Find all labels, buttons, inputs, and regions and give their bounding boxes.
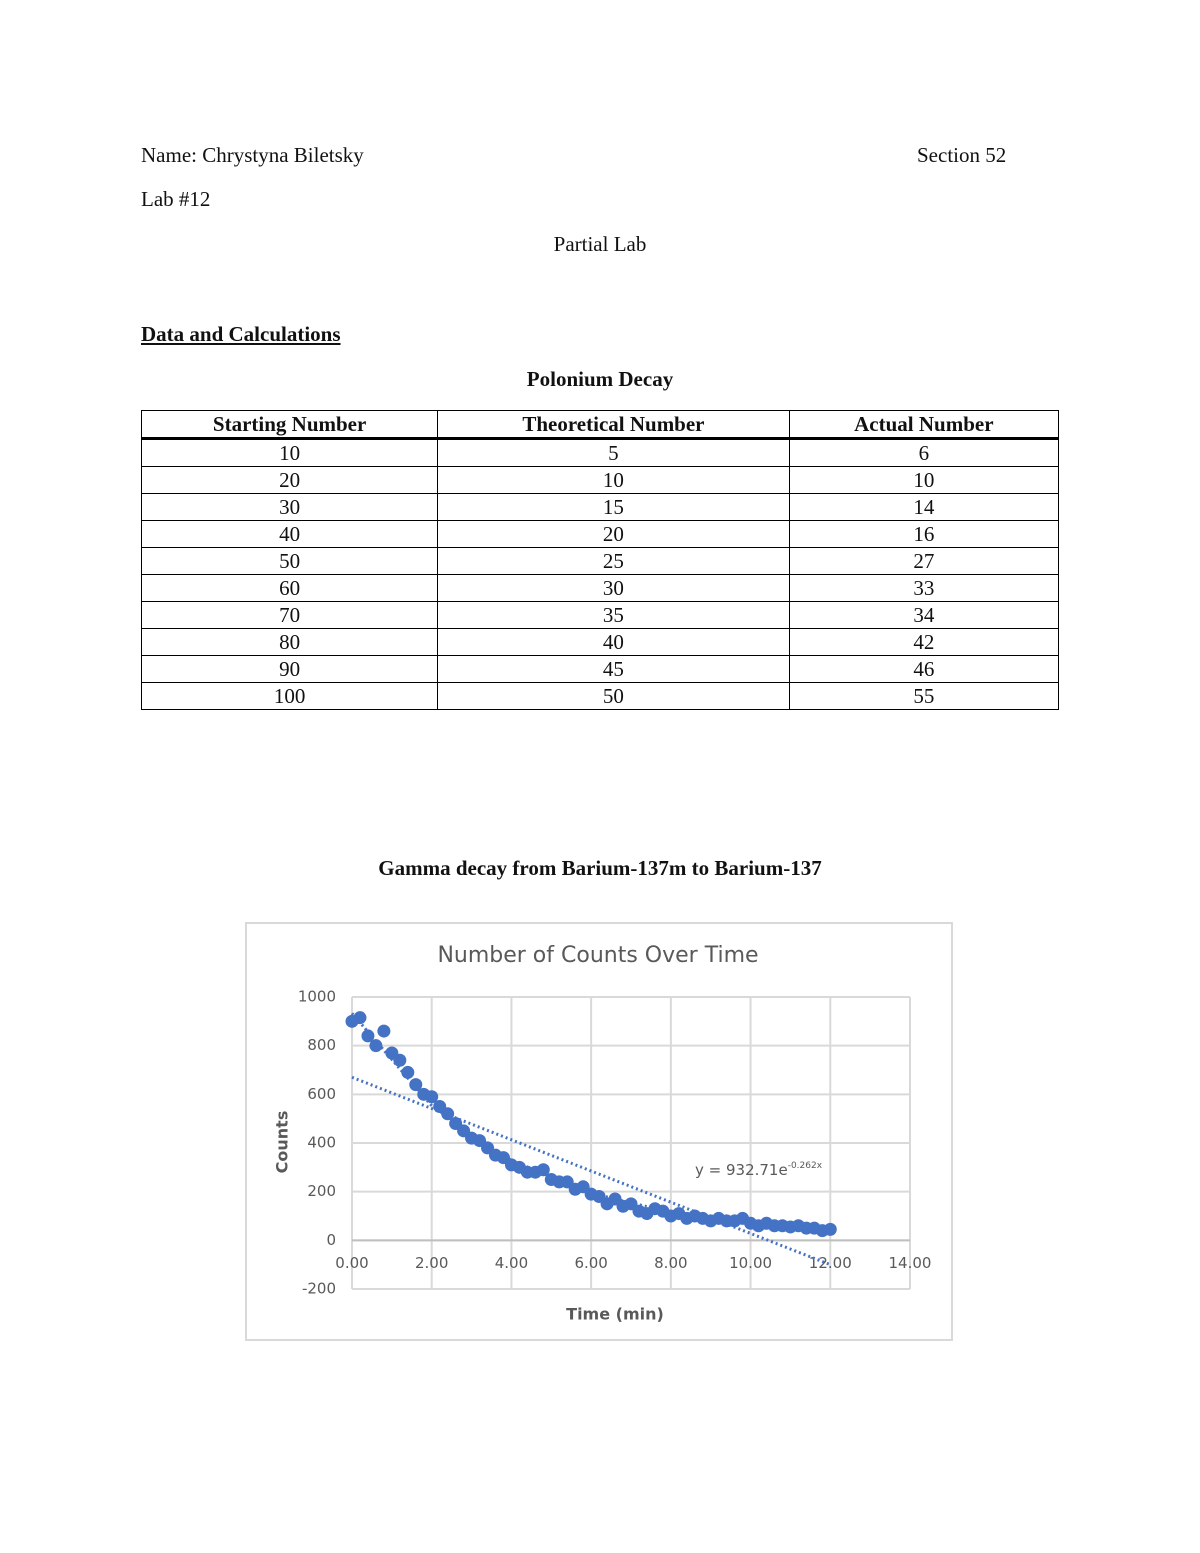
table-row: 30 15 14 [140, 493, 1060, 521]
table-cell: 40 [140, 520, 439, 548]
x-tick-label: 4.00 [495, 1254, 528, 1272]
point [353, 1011, 367, 1025]
table-cell: 100 [140, 682, 439, 710]
column-header: Starting Number [140, 410, 439, 440]
point [369, 1039, 383, 1053]
table-cell: 42 [788, 628, 1060, 656]
chart: Number of Counts Over Time Time (min) Co… [245, 922, 953, 1341]
lab: Lab #12 [141, 187, 211, 211]
table-cell: 33 [788, 574, 1060, 602]
x-tick-label: 14.00 [889, 1254, 932, 1272]
table-cell: 14 [788, 493, 1060, 521]
y-tick-label: 1000 [298, 988, 336, 1006]
table-row: 100 50 55 [140, 682, 1060, 710]
x-tick-label: 2.00 [415, 1254, 448, 1272]
table-cell: 10 [437, 466, 790, 494]
table-cell: 5 [437, 438, 790, 467]
equation-text: y = 932.71e [695, 1161, 788, 1179]
table-cell: 90 [140, 655, 439, 683]
table-cell: 35 [437, 601, 790, 629]
trendline-equation: y = 932.71e-0.262x [695, 1161, 823, 1179]
equation-exponent: -0.262x [788, 1161, 823, 1171]
table-cell: 40 [437, 628, 790, 656]
table-row: 90 45 46 [140, 655, 1060, 683]
table-cell: 45 [437, 655, 790, 683]
table-cell: 20 [437, 520, 790, 548]
y-tick-label: 200 [307, 1182, 336, 1200]
y-tick-label: -200 [302, 1280, 336, 1298]
x-tick-label: 8.00 [654, 1254, 687, 1272]
y-tick-label: 0 [326, 1231, 336, 1249]
point [361, 1029, 375, 1043]
data-table: Starting Number Theoretical Number Actual … [140, 410, 1060, 710]
column-header: Theoretical Number [437, 410, 790, 440]
table-cell: 16 [788, 520, 1060, 548]
point [377, 1024, 391, 1038]
table-cell: 55 [788, 682, 1060, 710]
point [401, 1065, 415, 1079]
table-row: 80 40 42 [140, 628, 1060, 656]
subtitle: Partial Lab [553, 232, 647, 256]
table-row: 40 20 16 [140, 520, 1060, 548]
chart-frame [245, 922, 953, 1341]
table-row: 60 30 33 [140, 574, 1060, 602]
table-cell: 60 [140, 574, 439, 602]
table-cell: 50 [437, 682, 790, 710]
x-axis-label: Time (min) [566, 1305, 664, 1324]
table-row: 20 10 10 [140, 466, 1060, 494]
table-cell: 20 [140, 466, 439, 494]
chart-title: Number of Counts Over Time [437, 943, 758, 968]
table-cell: 6 [788, 438, 1060, 467]
x-tick-label: 0.00 [335, 1254, 368, 1272]
table-cell: 10 [140, 438, 439, 467]
y-tick-label: 800 [307, 1036, 336, 1054]
table-cell: 30 [437, 574, 790, 602]
table-cell: 70 [140, 601, 439, 629]
x-tick-label: 12.00 [809, 1254, 852, 1272]
y-axis-label: Counts [273, 1111, 292, 1174]
y-tick-label: 400 [307, 1134, 336, 1152]
name: Name: Chrystyna Biletsky [141, 143, 364, 167]
table-cell: 46 [788, 655, 1060, 683]
table-cell: 34 [788, 601, 1060, 629]
table-cell: 50 [140, 547, 439, 575]
x-tick-label: 6.00 [574, 1254, 607, 1272]
section: Section 52 [917, 143, 1007, 167]
table-cell: 30 [140, 493, 439, 521]
point [823, 1222, 837, 1236]
chart-caption: Gamma decay from Barium-137m to Barium-1… [378, 856, 822, 880]
table-row: 50 25 27 [140, 547, 1060, 575]
point [393, 1053, 407, 1067]
table-cell: 15 [437, 493, 790, 521]
section-heading: Data and Calculations [141, 322, 341, 346]
table-row: 10 5 6 [140, 438, 1060, 467]
table-title: Polonium Decay [526, 367, 674, 391]
table-cell: 25 [437, 547, 790, 575]
table-cell: 27 [788, 547, 1060, 575]
y-tick-label: 600 [307, 1085, 336, 1103]
column-header: Actual Number [788, 410, 1060, 440]
table-cell: 80 [140, 628, 439, 656]
table-row: 70 35 34 [140, 601, 1060, 629]
trendline [351, 1075, 831, 1267]
table-cell: 10 [788, 466, 1060, 494]
x-tick-label: 10.00 [729, 1254, 772, 1272]
